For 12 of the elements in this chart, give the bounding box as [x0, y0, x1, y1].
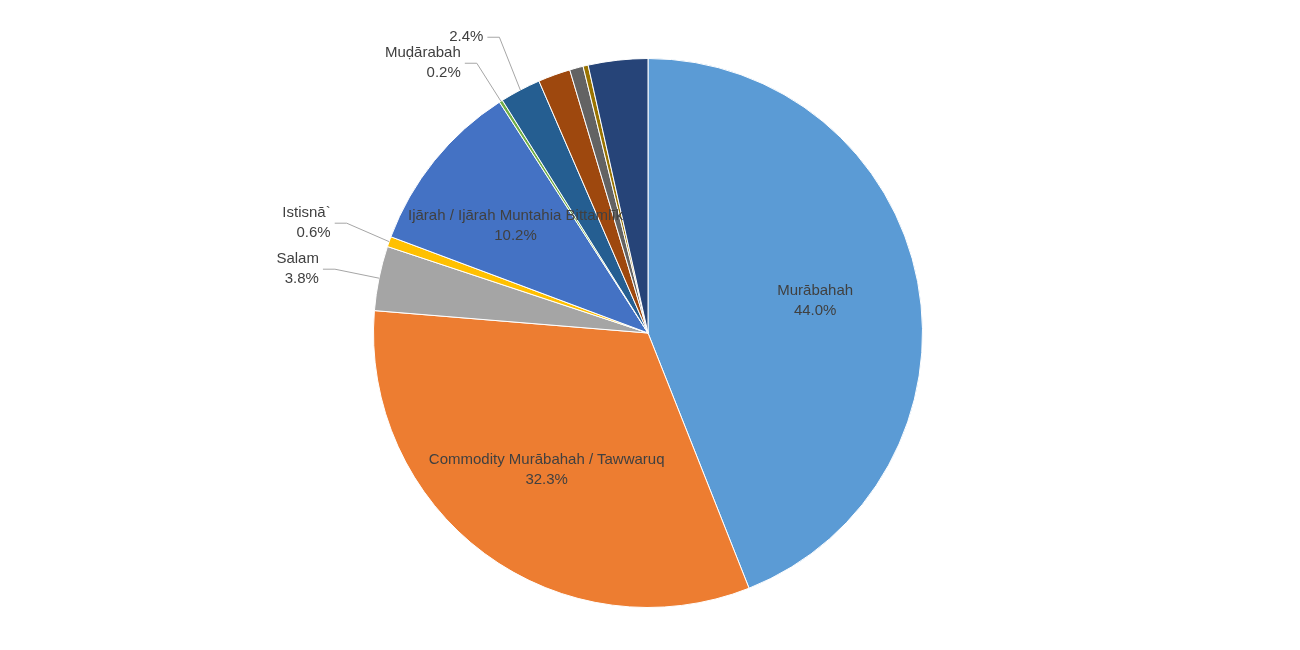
data-label: 10.2% [494, 226, 537, 244]
slice-label: Murābahah [777, 281, 854, 299]
slice-label: Muḍārabah [384, 43, 461, 61]
slice-label: Salam [276, 249, 319, 267]
data-label: 32.3% [525, 469, 568, 487]
data-label: 44.0% [793, 301, 837, 319]
data-label: 0.6% [296, 223, 331, 241]
data-label: 0.2% [426, 63, 461, 81]
data-label: 2.4% [449, 27, 484, 45]
data-label: 3.8% [284, 269, 319, 287]
slice-label: Commodity Murābahah / Tawwaruq [428, 449, 665, 467]
slice-label: Istisnā` [282, 203, 331, 221]
